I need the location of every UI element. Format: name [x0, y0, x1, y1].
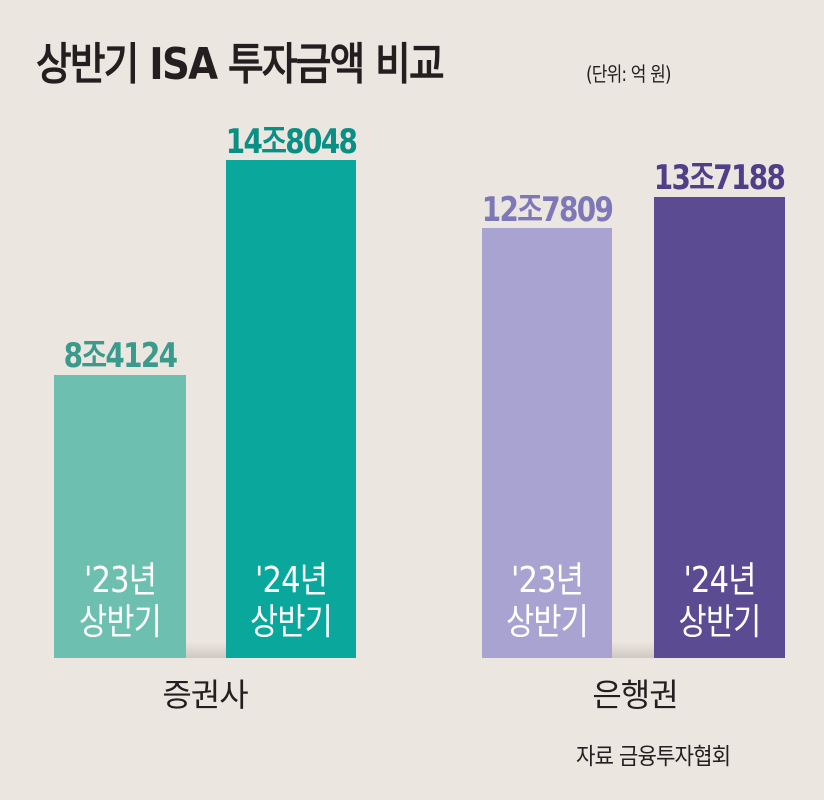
- period-half: 상반기: [79, 602, 162, 643]
- bar-value-label: 8조4124: [63, 336, 178, 376]
- baseline-shadow: [186, 642, 226, 658]
- period-half: 상반기: [250, 602, 333, 643]
- bar-securities-2023: '23년 상반기: [54, 375, 186, 658]
- bar-securities-2024: '24년 상반기: [226, 160, 356, 658]
- bar-value-label: 13조7188: [653, 158, 786, 198]
- bar-banks-2023: '23년 상반기: [482, 228, 612, 658]
- group-label-securities: 증권사: [162, 676, 248, 714]
- period-year: '24년: [683, 560, 756, 601]
- bar-value-label: 12조7809: [481, 190, 614, 230]
- period-half: 상반기: [678, 602, 762, 643]
- unit-label: (단위: 억 원): [586, 62, 672, 86]
- bar-period-label: '24년 상반기: [664, 560, 775, 644]
- period-year: '23년: [510, 560, 584, 601]
- chart-title: 상반기 ISA 투자금액 비교: [36, 39, 445, 90]
- bar-value-label: 14조8048: [225, 122, 358, 162]
- bar-period-label: '23년 상반기: [64, 560, 176, 644]
- baseline-shadow: [612, 642, 654, 658]
- bar-banks-2024: '24년 상반기: [654, 197, 785, 658]
- source-note: 자료 금융투자협회: [576, 744, 731, 770]
- period-half: 상반기: [506, 602, 589, 643]
- bar-period-label: '24년 상반기: [236, 560, 347, 644]
- period-year: '24년: [254, 560, 328, 601]
- bar-period-label: '23년 상반기: [492, 560, 603, 644]
- period-year: '23년: [83, 560, 157, 601]
- group-label-banks: 은행권: [592, 676, 678, 714]
